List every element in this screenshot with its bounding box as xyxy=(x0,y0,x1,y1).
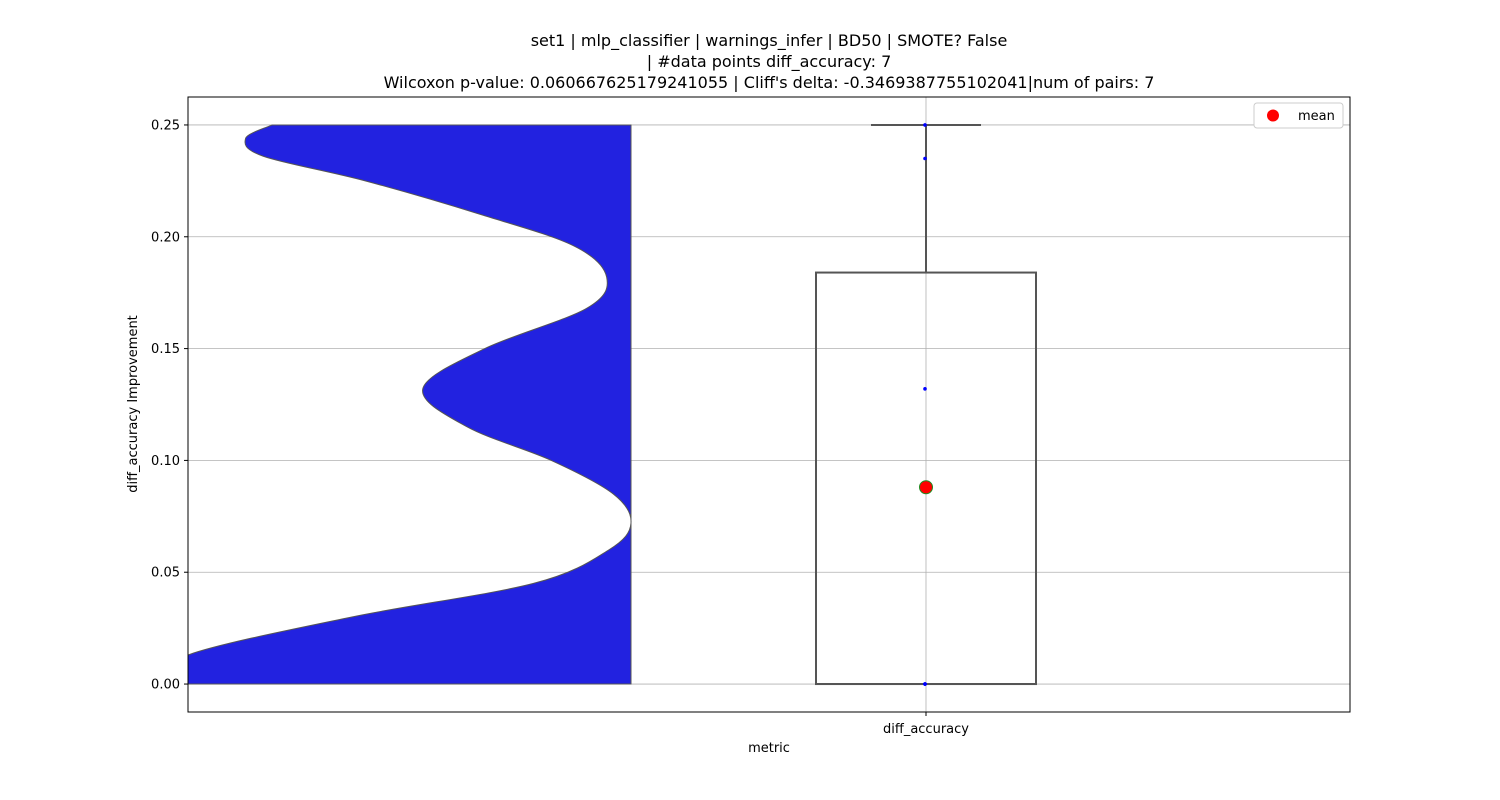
x-axis-label: metric xyxy=(748,741,790,756)
x-tick-label: diff_accuracy xyxy=(883,722,969,737)
mean-marker-group xyxy=(919,480,933,495)
plot-frame xyxy=(187,96,1351,713)
y-tick-label: 0.15 xyxy=(151,342,180,357)
title-line-2: | #data points diff_accuracy: 7 xyxy=(647,52,892,72)
violin xyxy=(188,124,632,685)
legend-mean-label: mean xyxy=(1298,109,1335,124)
y-tick-label: 0.05 xyxy=(151,566,180,581)
mean-marker xyxy=(919,480,933,495)
title-line-1: set1 | mlp_classifier | warnings_infer |… xyxy=(531,31,1008,51)
chart-title: set1 | mlp_classifier | warnings_infer |… xyxy=(384,31,1155,92)
data-point xyxy=(923,387,927,391)
x-axis: diff_accuracy xyxy=(883,712,969,737)
data-points xyxy=(923,123,927,686)
y-axis: 0.00 0.05 0.10 0.15 0.20 0.25 xyxy=(151,118,188,693)
data-point xyxy=(923,156,927,161)
y-tick-label: 0.00 xyxy=(151,678,180,693)
legend: mean xyxy=(1253,102,1344,129)
y-axis-label: diff_accuracy Improvement xyxy=(126,315,141,493)
legend-box xyxy=(1253,102,1344,129)
title-line-3: Wilcoxon p-value: 0.06066762517924105​5 … xyxy=(384,73,1155,92)
y-tick-label: 0.20 xyxy=(151,230,180,245)
y-tick-label: 0.25 xyxy=(151,118,180,133)
violin-body xyxy=(188,124,632,685)
data-point xyxy=(923,123,927,127)
y-tick-label: 0.10 xyxy=(151,454,180,469)
data-point xyxy=(923,682,927,686)
legend-mean-marker xyxy=(1267,109,1279,122)
